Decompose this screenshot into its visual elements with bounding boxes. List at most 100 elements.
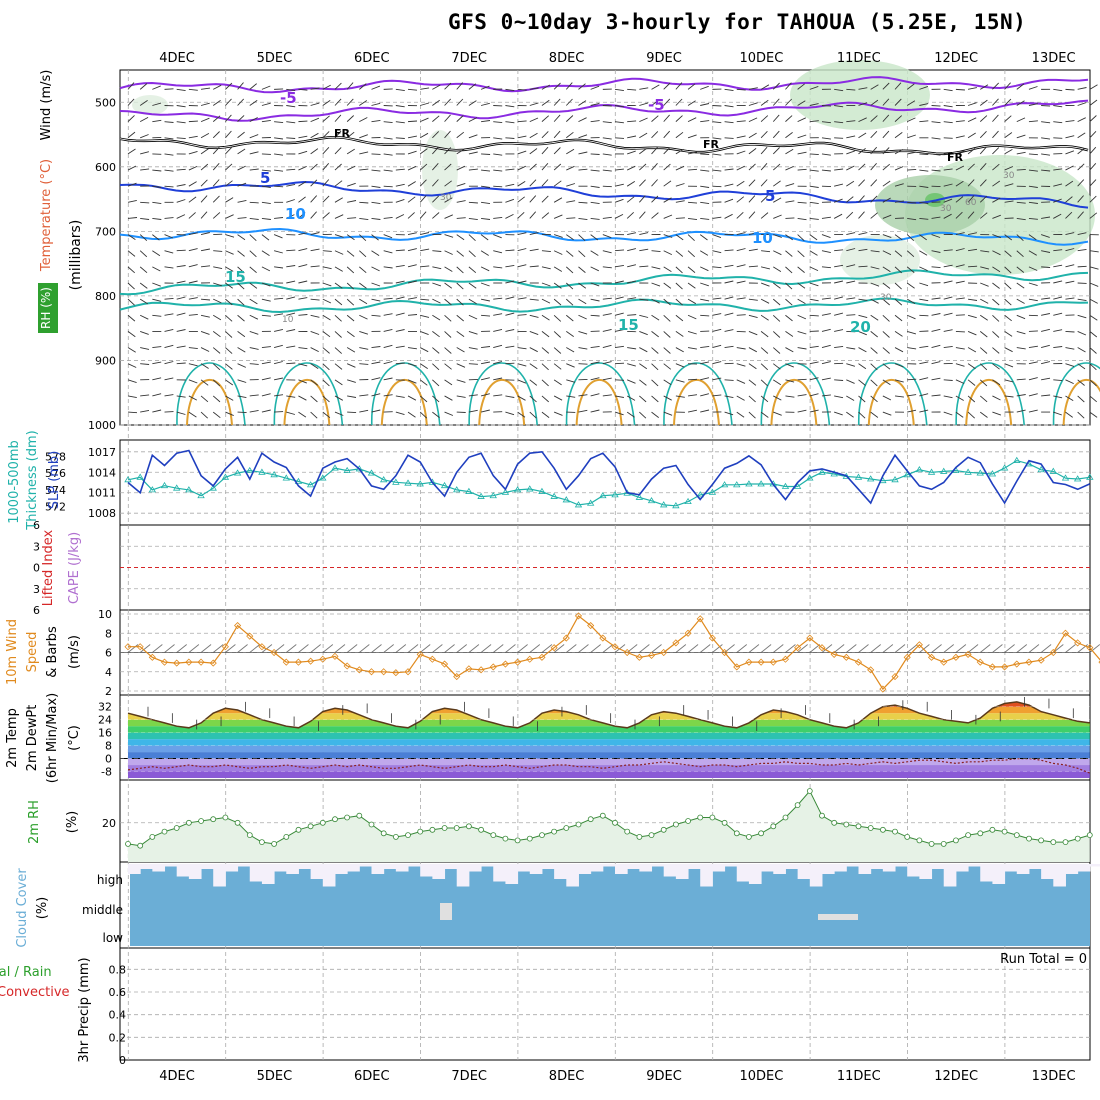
wind-barb xyxy=(286,362,296,365)
wind-barb xyxy=(882,163,890,171)
wind-barb xyxy=(310,298,320,301)
wind-barb xyxy=(310,148,319,155)
wind-barb xyxy=(858,347,867,353)
wind-barb xyxy=(225,250,234,255)
wind-barb xyxy=(846,280,856,284)
wind-barb xyxy=(127,165,137,171)
wind-barb xyxy=(760,115,769,122)
wind-barb xyxy=(322,131,330,139)
wind-barb xyxy=(931,328,941,332)
wind-barb xyxy=(566,183,576,187)
wind-barb xyxy=(432,115,440,122)
wind-barb xyxy=(602,105,612,107)
wind-barb xyxy=(407,411,416,418)
wind-barb xyxy=(894,98,902,106)
wind-barb xyxy=(955,363,965,367)
wind-barb xyxy=(298,150,308,155)
wind-barb xyxy=(955,88,965,91)
wind-barb xyxy=(858,314,868,319)
wind-barb xyxy=(310,379,319,386)
wind-barb xyxy=(371,409,381,413)
wind-barb xyxy=(1016,134,1026,139)
wind-barb xyxy=(188,196,197,203)
wind-barb xyxy=(834,249,844,252)
thickness-point xyxy=(197,491,205,499)
wind-barb xyxy=(919,218,929,220)
wind-barb xyxy=(566,314,574,322)
thickness-point xyxy=(148,486,157,493)
wind-barb xyxy=(943,88,953,92)
wind-barb xyxy=(359,234,367,242)
high-cloud-gap xyxy=(505,864,519,884)
wind-barb xyxy=(894,166,904,171)
wind-barb xyxy=(432,298,441,304)
wind-barb xyxy=(1004,250,1012,257)
wind-barb xyxy=(1041,137,1051,140)
rh-point xyxy=(453,825,460,831)
wind-barb xyxy=(627,248,637,252)
wind-barb xyxy=(663,250,672,256)
wind-barb xyxy=(553,250,563,255)
wind-barb xyxy=(274,169,284,172)
wind-barb xyxy=(919,298,929,302)
wind-barb xyxy=(578,100,587,106)
surface-wind-barb xyxy=(456,644,468,653)
wind-speed-point xyxy=(148,653,156,661)
wind-barb xyxy=(626,196,635,203)
thickness-axis-label: 1000-500mb xyxy=(7,440,22,524)
thickness-tick-label: 576 xyxy=(45,467,66,480)
wind-barb xyxy=(334,180,343,187)
wind-barb xyxy=(1041,377,1051,381)
wind-barb xyxy=(334,234,344,238)
wind-barb xyxy=(700,361,710,365)
wind-barb xyxy=(200,133,210,139)
wind-barb xyxy=(152,85,161,90)
rh-point xyxy=(855,823,862,830)
wind-barb xyxy=(834,105,844,108)
wind-barb xyxy=(200,163,209,171)
wind-speed-point xyxy=(879,685,887,693)
wind-barb xyxy=(785,132,793,139)
wind-barb xyxy=(419,163,428,171)
wind-speed-point xyxy=(587,621,595,630)
rh-point xyxy=(1086,832,1093,838)
wind-barb xyxy=(1053,121,1063,124)
high-cloud-gap xyxy=(201,864,214,869)
wind-barb xyxy=(578,266,586,273)
wind-barb xyxy=(553,314,562,322)
wind-barb xyxy=(346,331,355,338)
wind-barb xyxy=(602,121,612,124)
wind-barb xyxy=(225,147,232,155)
wind-barb xyxy=(846,232,856,236)
wind-barb xyxy=(371,266,380,272)
wind-barb xyxy=(760,282,770,287)
wind-barb xyxy=(249,117,258,123)
high-cloud-gap xyxy=(992,864,1006,884)
wind-barb xyxy=(456,217,466,219)
wind-barb xyxy=(286,345,296,348)
wind-barb xyxy=(274,297,284,300)
wind-barb xyxy=(578,347,588,350)
wind-barb xyxy=(334,331,342,338)
wind-barb xyxy=(590,169,600,172)
wind-barb xyxy=(274,377,283,381)
wind-barb xyxy=(164,169,174,172)
wind-barb xyxy=(663,363,672,370)
dewpoint-axis-label: 2m DewPt xyxy=(25,705,40,772)
wind-barb xyxy=(627,363,636,367)
wind-barb xyxy=(213,298,222,304)
wind-barb xyxy=(237,82,244,90)
wind-barb xyxy=(371,102,381,106)
wind-barb xyxy=(334,197,343,203)
wind-barb xyxy=(334,347,343,354)
date-label-bottom: 8DEC xyxy=(549,1069,585,1084)
wind-barb xyxy=(700,377,710,381)
wind-barb xyxy=(1004,314,1012,322)
wind-barb xyxy=(261,361,271,365)
wind-barb xyxy=(907,201,917,204)
wind-barb xyxy=(371,218,381,220)
wind-barb xyxy=(992,234,1002,239)
wind-barb xyxy=(748,102,758,106)
wind-barb xyxy=(992,82,1000,90)
